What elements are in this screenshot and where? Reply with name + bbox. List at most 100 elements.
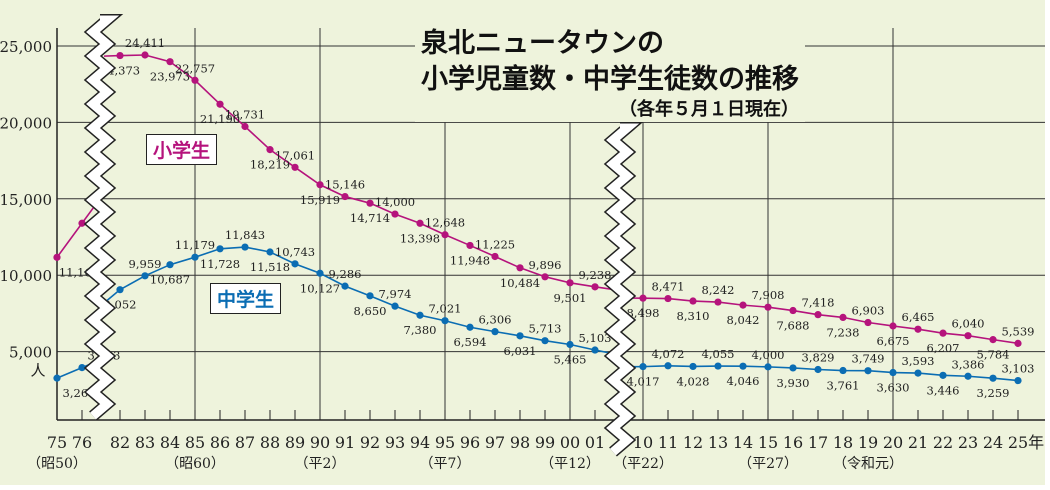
y-tick-label: 10,000 [0, 267, 52, 285]
title-line-2: 小学児童数・中学生徒数の推移 [421, 64, 799, 95]
data-point [216, 100, 224, 108]
data-point [541, 273, 549, 281]
y-tick-label: 15,000 [0, 191, 52, 209]
data-point [714, 362, 722, 370]
data-point [789, 364, 797, 372]
data-point [341, 192, 349, 201]
y-tick-label: 25,000 [0, 38, 52, 56]
data-label: 24,411 [125, 36, 165, 50]
data-label: 11,728 [200, 257, 240, 271]
data-point [266, 248, 274, 256]
x-tick-label: 93 [385, 433, 405, 452]
data-point [441, 231, 449, 239]
data-point [889, 322, 897, 330]
data-label: 22,757 [175, 61, 215, 75]
x-tick-label: 00 [560, 433, 580, 452]
x-tick-label: 84 [160, 433, 180, 452]
axis-break-marker [606, 123, 640, 456]
data-label: 3,386 [952, 357, 985, 371]
data-label: 6,040 [952, 317, 985, 331]
data-label: 3,103 [1002, 362, 1035, 376]
data-label: 7,238 [827, 325, 860, 339]
data-point [291, 260, 299, 268]
x-tick-label: 19 [858, 433, 878, 452]
data-point [864, 318, 872, 327]
data-label: 9,286 [329, 267, 362, 281]
data-point [714, 298, 722, 306]
data-label: 4,055 [702, 347, 735, 361]
data-label: 9,896 [529, 258, 562, 272]
x-tick-label: 22 [933, 433, 953, 452]
data-point [664, 362, 672, 370]
data-label: 3,446 [927, 383, 960, 397]
y-axis-unit: 人 [30, 362, 45, 380]
data-label: 3,630 [877, 381, 910, 395]
data-label: 8,310 [677, 309, 710, 323]
data-point [78, 219, 86, 227]
data-point [191, 253, 199, 261]
data-point [914, 369, 922, 377]
era-label: （平22） [613, 456, 673, 472]
data-point [939, 371, 947, 379]
data-label: 15,919 [300, 193, 340, 207]
data-label: 19,731 [225, 108, 265, 122]
era-label: （昭60） [165, 456, 225, 472]
data-label: 11,518 [250, 260, 290, 274]
x-tick-label: 90 [310, 433, 330, 452]
legend-elementary: 小学生 [146, 134, 218, 165]
data-point [441, 317, 449, 325]
x-tick-label: 82 [110, 433, 130, 452]
data-point [78, 363, 86, 372]
data-point [116, 51, 124, 60]
data-point [639, 363, 647, 371]
data-point [491, 328, 499, 336]
data-point [116, 286, 124, 294]
x-tick-label: 01 [585, 433, 605, 452]
x-tick-label: 13 [708, 433, 728, 452]
data-label: 3,761 [827, 379, 860, 393]
data-point [391, 210, 399, 218]
data-point [491, 252, 499, 261]
series-line-junior-high [103, 246, 618, 356]
data-label: 8,042 [727, 313, 760, 327]
era-label: （昭50） [27, 456, 87, 472]
x-tick-label: 23 [958, 433, 978, 452]
data-label: 11,843 [225, 228, 265, 242]
data-point [1014, 339, 1022, 347]
chart-title: 泉北ニュータウンの 小学児童数・中学生徒数の推移 （各年５月１日現在） [415, 26, 805, 122]
legend-junior-high: 中学生 [210, 283, 282, 314]
data-point [566, 340, 574, 349]
data-label: 6,207 [927, 341, 960, 355]
data-point [964, 372, 972, 380]
data-label: 6,465 [902, 310, 935, 324]
series-line-elementary [103, 54, 618, 291]
x-tick-label: 76 [72, 433, 92, 452]
data-label: 15,146 [325, 178, 365, 192]
era-label: （平7） [420, 456, 471, 472]
x-tick-label: 75 [47, 433, 67, 452]
x-tick-label: 96 [460, 433, 480, 452]
x-tick-label: 15 [758, 433, 778, 452]
data-point [516, 332, 524, 340]
x-tick-label: 24 [983, 433, 1003, 452]
data-label: 3,829 [802, 350, 835, 364]
data-point [839, 366, 847, 375]
era-label: （平27） [738, 456, 798, 472]
data-point [591, 283, 599, 291]
data-point [466, 241, 474, 250]
data-point [814, 365, 822, 374]
y-tick-label: 5,000 [9, 344, 52, 362]
data-point [341, 282, 349, 290]
data-point [839, 313, 847, 322]
data-label: 6,031 [504, 344, 537, 358]
data-point [764, 363, 772, 371]
data-label: 9,238 [579, 268, 612, 282]
x-tick-label: 86 [210, 433, 230, 452]
data-label: 4,017 [627, 375, 660, 389]
data-label: 5,465 [554, 352, 587, 366]
data-label: 5,784 [977, 348, 1010, 362]
x-tick-label: 83 [135, 433, 155, 452]
x-tick-label: 12 [683, 433, 703, 452]
data-label: 10,687 [150, 273, 190, 287]
